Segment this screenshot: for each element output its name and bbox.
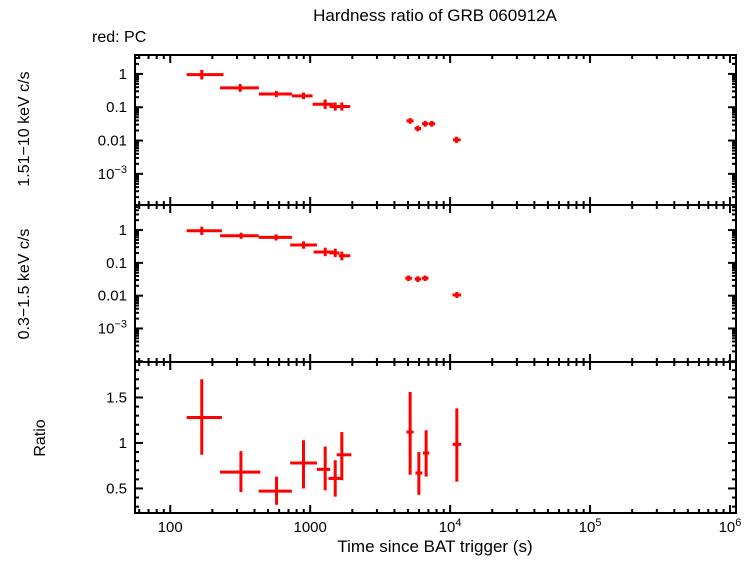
y-ticks: [135, 57, 736, 199]
panel-frame: [134, 361, 737, 514]
data-point: [258, 234, 292, 241]
data-point: [186, 379, 222, 455]
data-point: [336, 432, 352, 481]
x-tick-label: 106: [719, 517, 742, 536]
data-point: [415, 452, 423, 495]
data-point: [338, 102, 351, 111]
panel-frame: [134, 204, 737, 363]
data-point: [220, 83, 259, 92]
data-point: [328, 460, 343, 497]
data-point: [452, 291, 462, 298]
x-tick-label: 104: [439, 517, 462, 536]
y-tick-label: 1.5: [106, 389, 127, 406]
data-point: [406, 118, 414, 124]
x-ticks: [138, 362, 731, 513]
panel-frame: [134, 54, 737, 206]
x-tick-label: 100: [158, 519, 183, 536]
x-tick-label: 105: [579, 517, 602, 536]
data-point: [405, 275, 413, 281]
panel-ratio: 0.5 1 1.5: [106, 361, 737, 514]
data-series-ratio: [186, 379, 462, 505]
y-tick-label: 0.1: [106, 99, 127, 116]
data-point: [414, 125, 422, 132]
data-series-hard-band: [186, 69, 461, 143]
y-tick-label: 10−3: [98, 318, 127, 337]
x-axis-label: Time since BAT trigger (s): [337, 537, 533, 556]
data-point: [312, 99, 334, 109]
y-tick-label: 0.01: [98, 133, 127, 150]
panel-hard-band: 1 0.1 0.01 10−3: [98, 54, 737, 206]
data-point: [453, 136, 461, 143]
data-point: [316, 446, 331, 491]
data-point: [452, 408, 462, 482]
data-point: [258, 90, 292, 98]
data-point: [422, 275, 429, 281]
x-tick-label: 1000: [293, 519, 326, 536]
y-tick-label: 0.1: [106, 255, 127, 272]
x-ticks: [138, 205, 731, 362]
data-point: [338, 251, 351, 261]
data-point: [258, 476, 292, 505]
panel-soft-band: 1 0.1 0.01 10−3: [98, 204, 737, 363]
chart-title: Hardness ratio of GRB 060912A: [313, 6, 557, 25]
data-point: [186, 69, 224, 80]
data-point: [291, 92, 313, 100]
data-point: [414, 276, 422, 283]
data-point: [422, 430, 430, 477]
data-point: [290, 241, 317, 249]
y-ticks: [135, 369, 736, 508]
data-point: [428, 120, 436, 127]
data-point: [406, 392, 414, 475]
y-axis-label-ratio: Ratio: [32, 419, 49, 457]
y-tick-label: 0.01: [98, 288, 127, 305]
data-point: [186, 226, 222, 235]
data-point: [422, 120, 429, 127]
y-ticks: [135, 206, 736, 363]
data-point: [329, 248, 340, 258]
data-point: [329, 102, 340, 111]
y-tick-label: 1: [119, 66, 127, 83]
x-ticks: [138, 55, 731, 205]
data-point: [220, 232, 259, 239]
data-point: [220, 451, 261, 493]
y-tick-label: 1: [119, 222, 127, 239]
mode-annotation: red: PC: [92, 29, 147, 46]
data-series-soft-band: [186, 226, 462, 298]
x-tick-labels: 100 1000 104 105 106: [158, 517, 742, 536]
y-axis-label-hard-band: 1.51−10 keV c/s: [16, 71, 33, 187]
data-point: [290, 440, 317, 489]
y-tick-label: 10−3: [98, 164, 127, 183]
y-tick-label: 0.5: [106, 480, 127, 497]
y-axis-label-soft-band: 0.3−1.5 keV c/s: [16, 228, 33, 340]
y-tick-label: 1: [119, 435, 127, 452]
